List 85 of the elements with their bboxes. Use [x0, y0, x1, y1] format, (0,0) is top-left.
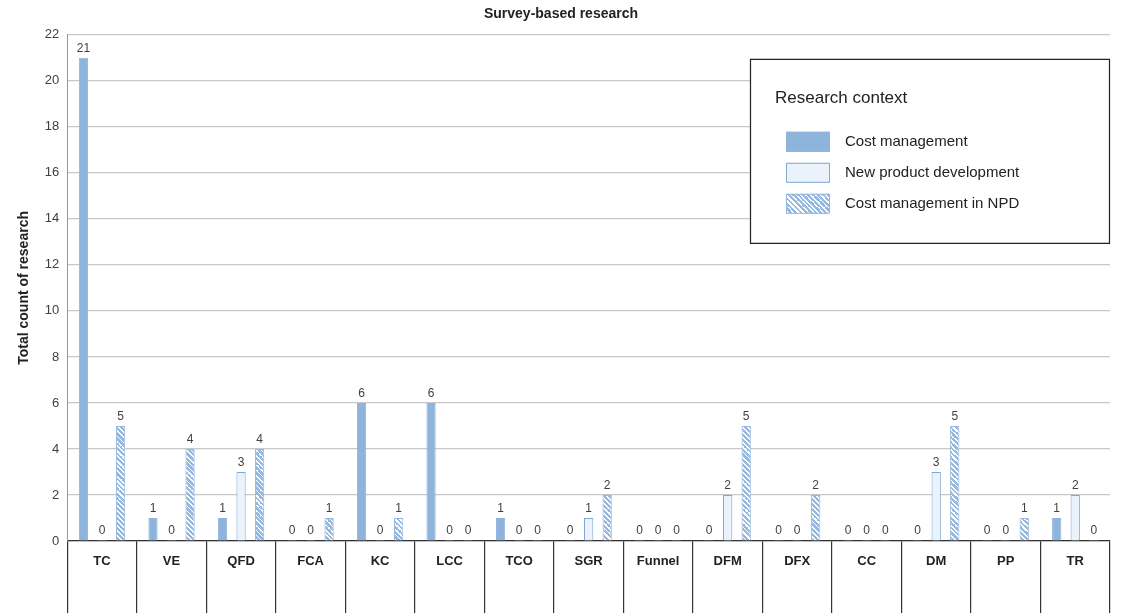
x-tick-label: SGR: [574, 552, 604, 568]
data-label: 21: [76, 41, 91, 56]
data-label: 5: [117, 409, 125, 424]
y-tick-label: 6: [52, 394, 60, 410]
data-label: 0: [307, 523, 315, 538]
data-label: 0: [566, 523, 574, 538]
data-label: 3: [237, 455, 245, 470]
data-label: 1: [1053, 501, 1061, 516]
data-label: 6: [358, 386, 366, 401]
data-label: 2: [812, 478, 820, 493]
data-label: 0: [1090, 523, 1098, 538]
x-tick-label: TR: [1066, 552, 1085, 568]
data-label: 0: [534, 523, 542, 538]
data-label: 5: [742, 409, 750, 424]
bar: [217, 517, 228, 541]
x-tick-label: TC: [93, 552, 112, 568]
data-label: 0: [775, 523, 783, 538]
y-tick-label: 14: [44, 210, 60, 226]
data-label: 0: [515, 523, 523, 538]
bar: [1052, 517, 1062, 541]
data-label: 4: [256, 432, 264, 447]
data-label: 0: [288, 523, 296, 538]
data-label: 5: [951, 409, 959, 424]
data-label: 2: [724, 478, 732, 493]
x-tick-label: FCA: [297, 552, 325, 568]
x-tick-label: PP: [997, 552, 1015, 568]
y-tick-label: 8: [52, 348, 60, 364]
x-tick-label: DFM: [713, 552, 742, 568]
data-label: 0: [376, 523, 384, 538]
x-tick-label: Funnel: [636, 552, 680, 568]
data-label: 0: [654, 523, 662, 538]
y-tick-label: 16: [44, 164, 60, 180]
x-tick-label: QFD: [227, 552, 255, 568]
y-tick-label: 0: [52, 532, 60, 548]
data-label: 1: [149, 501, 157, 516]
data-label: 0: [705, 523, 713, 538]
y-tick-label: 18: [44, 118, 60, 134]
data-label: 0: [914, 523, 922, 538]
x-tick-label: TCO: [505, 552, 533, 568]
x-tick-label: VE: [162, 552, 181, 568]
data-label: 0: [983, 523, 991, 538]
legend-label: New product development: [845, 162, 1021, 180]
bar: [426, 402, 436, 541]
data-label: 1: [325, 501, 333, 516]
data-label: 1: [219, 501, 227, 516]
x-tick-label: CC: [857, 552, 877, 568]
bar: [78, 57, 89, 541]
chart-title: Survey-based research: [483, 5, 639, 22]
data-label: 1: [395, 501, 403, 516]
bar: [495, 517, 506, 541]
data-label: 0: [168, 523, 176, 538]
data-label: 0: [793, 523, 801, 538]
data-label: 1: [497, 501, 505, 516]
y-axis-title: Total count of research: [15, 211, 32, 365]
y-tick-label: 4: [52, 440, 60, 456]
x-tick-label: DM: [926, 552, 947, 568]
y-tick-label: 10: [44, 302, 60, 318]
data-label: 0: [98, 523, 106, 538]
x-tick-label: KC: [370, 552, 391, 568]
data-label: 2: [603, 478, 611, 493]
data-label: 0: [863, 523, 871, 538]
x-tick-label: LCC: [436, 552, 464, 568]
x-tick-label: DFX: [784, 552, 811, 568]
data-label: 1: [585, 501, 593, 516]
data-label: 0: [844, 523, 852, 538]
y-tick-label: 2: [52, 486, 60, 502]
data-label: 0: [446, 523, 454, 538]
data-label: 0: [673, 523, 681, 538]
data-label: 0: [1002, 523, 1010, 538]
data-label: 0: [881, 523, 889, 538]
data-label: 4: [186, 432, 194, 447]
data-label: 1: [1020, 501, 1028, 516]
bar: [148, 517, 158, 541]
legend-title: Research context: [775, 88, 908, 108]
data-label: 0: [464, 523, 472, 538]
data-label: 6: [427, 386, 435, 401]
bar: [356, 402, 367, 541]
y-tick-label: 20: [44, 72, 60, 88]
y-tick-label: 22: [44, 26, 60, 42]
legend-label: Cost management in NPD: [845, 193, 1020, 211]
y-tick-label: 12: [44, 256, 60, 272]
data-label: 3: [932, 455, 940, 470]
data-label: 0: [636, 523, 644, 538]
data-label: 2: [1071, 478, 1079, 493]
legend-label: Cost management: [845, 131, 969, 149]
